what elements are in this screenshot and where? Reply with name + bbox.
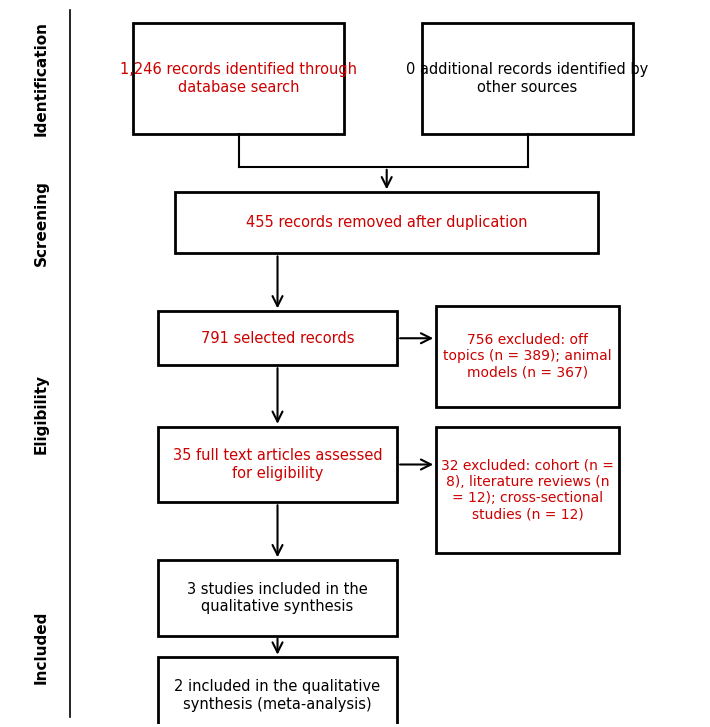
Bar: [436, 427, 619, 553]
Bar: [158, 311, 398, 365]
Text: 2 included in the qualitative
synthesis (meta-analysis): 2 included in the qualitative synthesis …: [175, 679, 381, 712]
Text: 32 excluded: cohort (n =
8), literature reviews (n
= 12); cross-sectional
studie: 32 excluded: cohort (n = 8), literature …: [441, 459, 614, 521]
Text: Identification: Identification: [34, 21, 49, 136]
Text: Included: Included: [34, 611, 49, 683]
Bar: [436, 306, 619, 407]
Bar: [133, 23, 344, 134]
Text: 0 additional records identified by
other sources: 0 additional records identified by other…: [406, 63, 649, 95]
Text: 35 full text articles assessed
for eligibility: 35 full text articles assessed for eligi…: [173, 449, 382, 481]
Text: Eligibility: Eligibility: [34, 374, 49, 454]
Bar: [158, 657, 398, 727]
Text: 1,246 records identified through
database search: 1,246 records identified through databas…: [120, 63, 357, 95]
Text: 455 records removed after duplication: 455 records removed after duplication: [246, 215, 528, 230]
Bar: [422, 23, 633, 134]
Text: 3 studies included in the
qualitative synthesis: 3 studies included in the qualitative sy…: [187, 582, 368, 614]
Text: Screening: Screening: [34, 180, 49, 266]
Text: 791 selected records: 791 selected records: [201, 331, 354, 346]
Bar: [175, 192, 598, 254]
Bar: [158, 427, 398, 502]
Text: 756 excluded: off
topics (n = 389); animal
models (n = 367): 756 excluded: off topics (n = 389); anim…: [443, 333, 612, 379]
Bar: [158, 560, 398, 636]
